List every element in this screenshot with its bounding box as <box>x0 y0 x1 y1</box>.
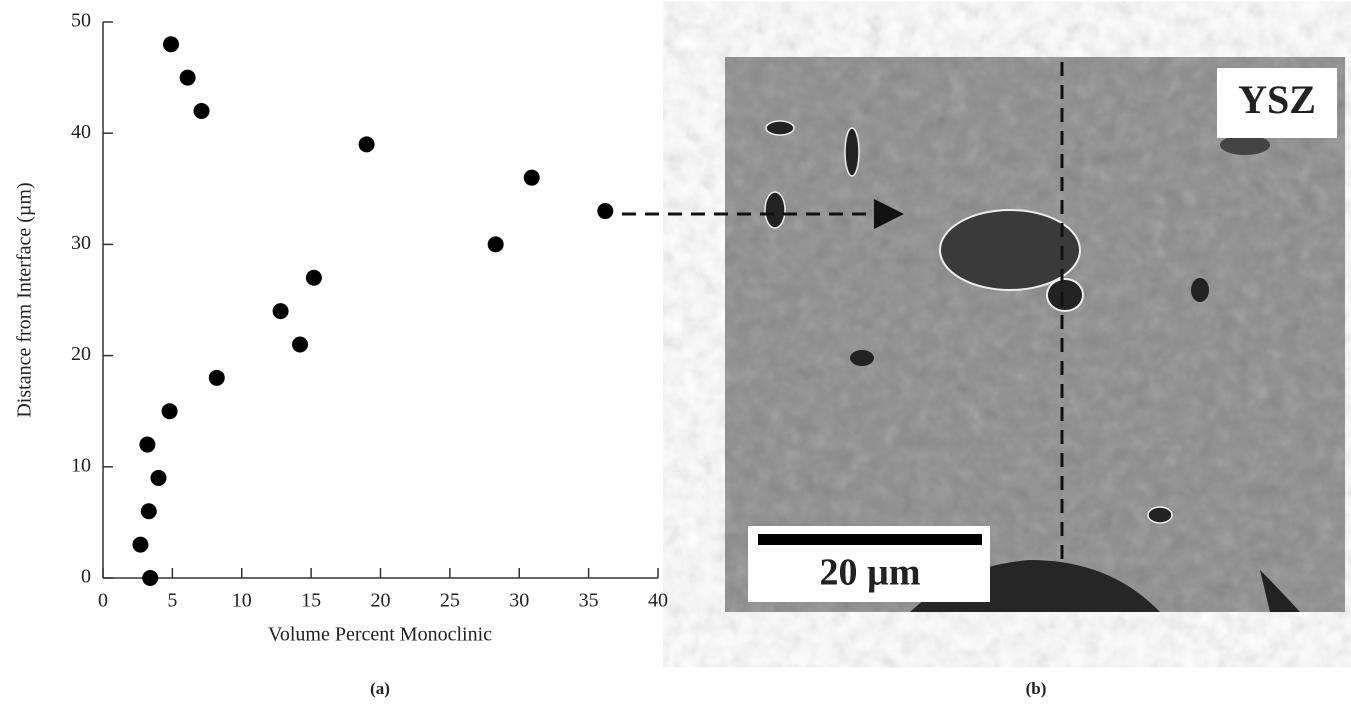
point <box>523 169 540 186</box>
point <box>193 102 210 119</box>
point <box>292 336 309 353</box>
y-tick-label: 10 <box>71 454 91 476</box>
x-tick-label: 0 <box>98 590 108 612</box>
x-tick-label: 35 <box>579 590 599 612</box>
micrograph-label: YSZ <box>1238 77 1316 122</box>
x-tick-label: 40 <box>648 590 668 612</box>
point <box>358 136 375 153</box>
point <box>208 369 225 386</box>
x-tick-label: 15 <box>301 590 321 612</box>
point <box>150 469 167 486</box>
y-axis-label: Distance from Interface (µm) <box>14 182 36 417</box>
point <box>179 69 196 86</box>
y-tick-label: 30 <box>71 232 91 254</box>
x-tick-label: 5 <box>167 590 177 612</box>
y-tick-label: 40 <box>71 121 91 143</box>
x-tick-label: 20 <box>371 590 391 612</box>
micrograph: YSZ 20 µm <box>725 57 1345 612</box>
scale-bar-label: 20 µm <box>819 552 920 594</box>
point <box>142 570 159 586</box>
point <box>272 303 289 320</box>
point <box>487 236 504 253</box>
y-tick-label: 50 <box>71 10 91 32</box>
point <box>140 503 157 520</box>
y-tick-label: 20 <box>71 343 91 365</box>
panel-label: (a) <box>370 679 390 698</box>
panel-label: (b) <box>1026 679 1047 698</box>
x-tick-label: 10 <box>232 590 252 612</box>
point <box>132 536 149 553</box>
y-tick-label: 0 <box>81 566 91 588</box>
point <box>597 203 614 220</box>
point <box>139 436 156 453</box>
point <box>162 36 179 53</box>
x-tick-label: 30 <box>509 590 529 612</box>
x-tick-label: 25 <box>440 590 460 612</box>
point <box>161 403 178 420</box>
point <box>305 269 322 286</box>
x-axis-label: Volume Percent Monoclinic <box>268 624 492 646</box>
